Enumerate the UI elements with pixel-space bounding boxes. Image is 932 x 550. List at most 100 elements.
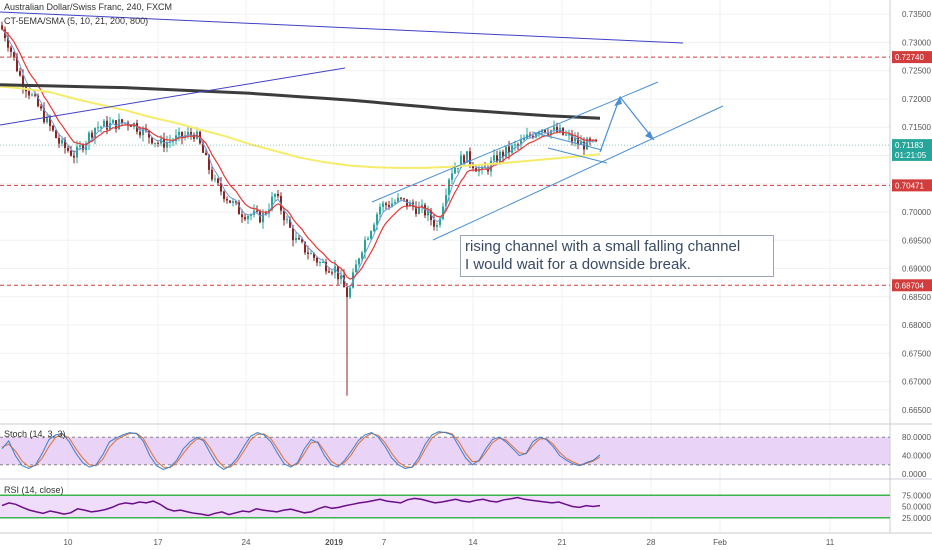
candle-body [88, 132, 90, 144]
candle-body [67, 147, 69, 151]
candle-body [343, 275, 345, 288]
time-tick-6: 21 [558, 538, 567, 547]
candle-body [166, 141, 168, 148]
candle-body [94, 127, 96, 138]
time-tick-4: 7 [382, 538, 387, 547]
candle-body [370, 231, 372, 239]
candle-body [31, 94, 33, 96]
price-label-box-4 [892, 279, 932, 292]
candle-body [454, 168, 456, 174]
candle-body [271, 196, 273, 210]
candle-body [76, 146, 78, 158]
candle-body [325, 262, 327, 272]
stoch-k-line [1, 431, 601, 470]
candle-body [400, 197, 402, 199]
candle-body [22, 75, 24, 88]
candle-body [118, 119, 120, 130]
price-label-box-0 [892, 51, 932, 64]
price-tick-13: 0.67000 [902, 378, 931, 387]
rsi-tick-0: 75.0000 [902, 491, 931, 500]
candle-body [361, 252, 363, 259]
candle-body [382, 203, 384, 207]
price-label-0: 0.72740 [895, 53, 924, 62]
candle-body [229, 200, 231, 203]
candle-body [223, 191, 225, 200]
candle-body [151, 137, 153, 144]
rsi-tick-1: 50.0000 [902, 503, 931, 512]
candle-body [274, 193, 276, 197]
candle-body [121, 119, 123, 123]
candle-body [289, 219, 291, 228]
candle-body [463, 155, 465, 163]
candle-body [421, 204, 423, 207]
symbol-title: Australian Dollar/Swiss Franc, 240, FXCM [4, 2, 173, 12]
candle-body [577, 138, 579, 145]
candle-body [181, 131, 183, 138]
candle-body [286, 219, 288, 221]
candle-body [130, 125, 132, 127]
price-tick-8: 0.69500 [902, 236, 931, 245]
candle-body [235, 201, 237, 203]
candle-body [160, 138, 162, 144]
candle-body [571, 134, 573, 142]
ema-10-line [1, 28, 597, 280]
candle-body [397, 197, 399, 203]
candle-body [238, 202, 240, 215]
candle-body [328, 271, 330, 273]
candle-body [322, 262, 324, 264]
candle-body [385, 203, 387, 206]
candle-body [100, 126, 102, 128]
forecast-path [599, 95, 655, 153]
candle-body [154, 142, 156, 144]
candle-body [466, 151, 468, 163]
time-tick-2: 24 [242, 538, 251, 547]
forecast-arrowhead-up [614, 97, 622, 106]
candle-body [16, 57, 18, 72]
annotation-note[interactable]: rising channel with a small falling chan… [460, 235, 774, 277]
candle-body [142, 128, 144, 136]
candle-body [508, 146, 510, 153]
time-tick-0: 10 [64, 538, 73, 547]
forecast-arrowhead-down [645, 131, 654, 140]
candle-body [538, 132, 540, 134]
candle-body [226, 199, 228, 201]
candle-body [106, 120, 108, 130]
candle-body [532, 136, 534, 138]
candle-body [511, 145, 513, 153]
candle-body [1, 25, 3, 30]
candle-body [307, 252, 309, 254]
candle-body [178, 131, 180, 136]
candle-body [292, 227, 294, 241]
candle-body [277, 193, 279, 197]
candle-body [10, 47, 12, 52]
candle-body [355, 264, 357, 273]
candle-body [460, 155, 462, 168]
stoch-tick-1: 40.0000 [902, 452, 931, 461]
candle-body [565, 134, 567, 136]
candle-body [97, 127, 99, 129]
rising-channel-upper [371, 81, 659, 203]
rsi-legend: RSI (14, close) [4, 485, 64, 495]
candle-body [451, 173, 453, 180]
candle-body [364, 239, 366, 253]
candle-body [301, 239, 303, 242]
candle-body [61, 140, 63, 144]
candle-body [205, 152, 207, 156]
price-label-2: 01:21:05 [895, 151, 927, 160]
candle-body [334, 266, 336, 273]
candle-body [418, 206, 420, 214]
stoch-band [0, 437, 890, 465]
upper-trendline [0, 11, 684, 44]
candle-body [439, 218, 441, 226]
candle-body [346, 287, 348, 297]
price-label-box-2 [892, 148, 932, 161]
candle-body [40, 106, 42, 109]
candle-body [70, 150, 72, 156]
annotation-line-1: rising channel with a small falling chan… [465, 238, 741, 255]
candle-body [91, 132, 93, 138]
stoch-tick-0: 80.0000 [902, 433, 931, 442]
candle-body [64, 140, 66, 148]
candle-body [298, 238, 300, 240]
candle-body [493, 155, 495, 161]
